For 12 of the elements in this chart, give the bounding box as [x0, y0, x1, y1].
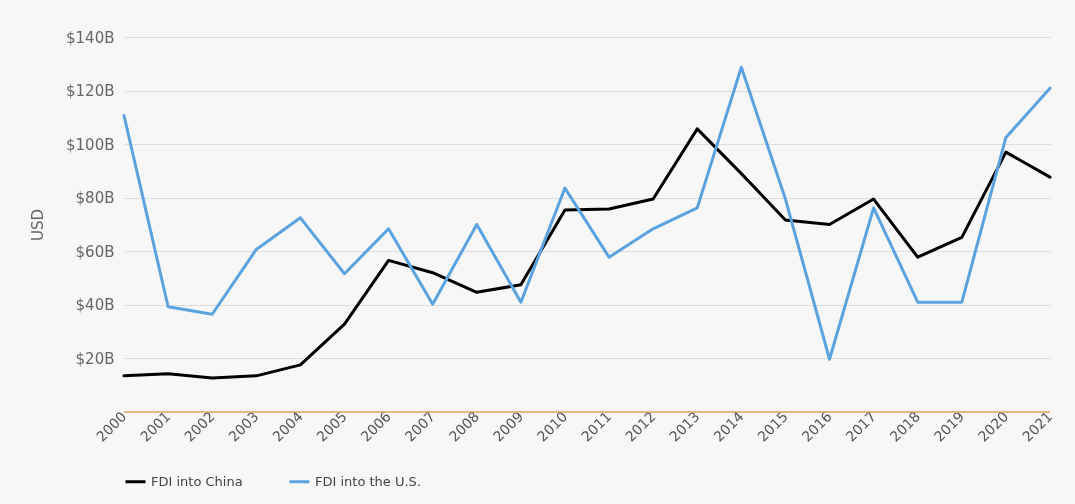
- line-series: [122, 127, 1052, 380]
- y-tick-label: $40B: [75, 296, 115, 315]
- y-tick-label: $80B: [75, 189, 115, 208]
- legend-label: FDI into China: [151, 473, 243, 489]
- y-tick-label: $60B: [75, 242, 115, 261]
- y-tick-label: $20B: [75, 349, 115, 368]
- legend-label: FDI into the U.S.: [315, 473, 421, 489]
- y-axis-title: USD: [29, 208, 48, 242]
- line-series: [122, 65, 1052, 361]
- y-tick-label: $140B: [66, 28, 115, 47]
- y-tick-label: $120B: [66, 82, 115, 101]
- y-tick-label: $100B: [66, 135, 115, 154]
